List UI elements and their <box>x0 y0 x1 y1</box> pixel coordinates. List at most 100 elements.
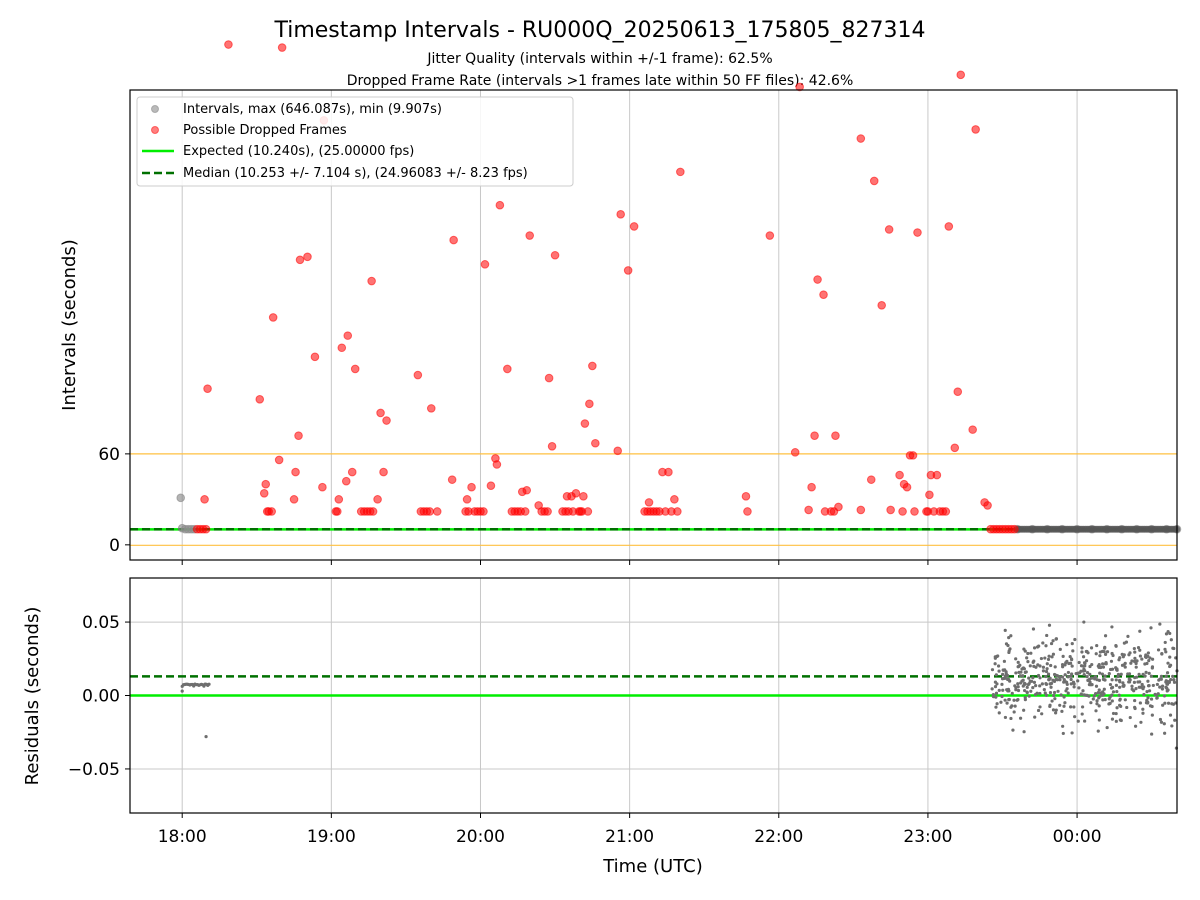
residual-point <box>994 691 999 695</box>
dropped-frame-point <box>869 176 879 186</box>
dropped-frame-point <box>956 70 966 80</box>
residual-point <box>1115 706 1119 710</box>
residual-point <box>1047 623 1052 627</box>
residual-point <box>1115 689 1119 694</box>
dropped-frame-point <box>447 475 457 484</box>
legend: Intervals, max (646.087s), min (9.907s) … <box>136 96 574 187</box>
residual-point <box>1147 671 1151 675</box>
residual-point <box>1003 628 1007 632</box>
chart-title: Timestamp Intervals - RU000Q_20250613_17… <box>273 18 925 43</box>
dropped-frame-point <box>479 507 488 516</box>
residual-point <box>1165 671 1170 675</box>
residual-point <box>1166 629 1170 634</box>
residual-point <box>1070 731 1074 735</box>
dropped-frame-point <box>544 373 554 383</box>
residual-point <box>1084 659 1089 663</box>
residual-point <box>1145 690 1149 694</box>
residual-point <box>1133 724 1138 728</box>
residual-point <box>1137 685 1141 689</box>
residual-point <box>1049 641 1054 646</box>
residual-point <box>1014 688 1018 692</box>
residual-point <box>1080 646 1084 650</box>
residual-point <box>1086 678 1090 682</box>
residual-point <box>1160 684 1165 688</box>
residual-point <box>1061 731 1065 736</box>
residual-point <box>1105 650 1110 654</box>
residual-point <box>1006 687 1011 691</box>
residual-point <box>1038 684 1042 688</box>
residual-point <box>1023 682 1027 686</box>
dropped-frame-point <box>583 507 593 516</box>
residual-point <box>1088 672 1092 676</box>
residual-point <box>1158 685 1162 689</box>
dropped-frame-point <box>579 492 588 501</box>
residual-point <box>1121 684 1125 688</box>
dropped-frame-point <box>856 505 866 515</box>
residual-point <box>1027 676 1031 680</box>
residual-point <box>1121 681 1125 685</box>
dropped-frame-point <box>367 276 376 286</box>
residual-point <box>1001 688 1005 692</box>
residual-point <box>1132 680 1137 684</box>
residual-point <box>1154 693 1158 697</box>
residual-point <box>1158 717 1163 722</box>
residual-point <box>1091 697 1095 701</box>
residual-point <box>1033 692 1038 697</box>
interval-point <box>176 493 186 503</box>
residual-point <box>1129 661 1133 665</box>
residual-point <box>1028 664 1032 668</box>
residual-point <box>1168 655 1172 659</box>
residual-point <box>1073 715 1077 719</box>
residual-point <box>1103 634 1108 638</box>
residual-point <box>1159 674 1164 678</box>
residual-point <box>1073 637 1077 642</box>
residual-point <box>1097 662 1101 667</box>
dropped-frame-point <box>432 507 442 516</box>
residuals-panel: 18:00 19:00 20:00 21:00 22:00 23:00 00:00 0.05 0… <box>22 577 1179 877</box>
residual-point <box>1007 636 1011 640</box>
residual-point <box>1136 646 1141 650</box>
residual-point <box>1098 671 1102 675</box>
dropped-frame-point <box>616 210 625 219</box>
residual-point <box>1077 686 1081 690</box>
residual-point <box>1071 649 1075 653</box>
residual-point <box>1026 651 1030 656</box>
intervals-ticks: 0 60 <box>98 445 1078 565</box>
residual-point <box>1065 642 1069 647</box>
residual-point <box>1009 716 1013 721</box>
dropped-frame-point <box>379 467 388 477</box>
residual-point <box>1126 634 1130 638</box>
chart-subtitle-dropped: Dropped Frame Rate (intervals >1 frames … <box>347 73 854 89</box>
residuals-xtick-label: 20:00 <box>456 827 505 847</box>
residual-point <box>1093 675 1098 679</box>
residual-point <box>1010 704 1014 708</box>
residual-point <box>1038 676 1042 680</box>
residual-point <box>1103 645 1107 649</box>
residual-point <box>1032 680 1037 684</box>
residual-point <box>1142 692 1146 697</box>
dropped-frame-point <box>895 470 904 480</box>
residual-point <box>1130 687 1134 691</box>
residual-point <box>995 654 999 659</box>
residual-point <box>1053 697 1057 701</box>
residual-point <box>1052 693 1056 698</box>
residual-point <box>1035 645 1040 649</box>
residual-point <box>1097 696 1101 700</box>
residual-point <box>1117 693 1121 697</box>
residual-point <box>1140 682 1144 687</box>
dropped-frame-point <box>834 502 843 512</box>
dropped-frame-point <box>908 451 918 460</box>
dropped-frame-point <box>941 507 951 516</box>
residual-point <box>1141 711 1145 715</box>
residual-point <box>1163 640 1167 645</box>
residual-point <box>1138 654 1142 658</box>
residual-point <box>997 669 1001 673</box>
residual-point <box>1009 634 1013 638</box>
residual-point <box>1090 683 1094 687</box>
dropped-frame-point <box>913 228 922 237</box>
residuals-ytick-label: 0.00 <box>82 687 120 707</box>
residual-point <box>1064 661 1068 665</box>
residual-point <box>1085 675 1089 679</box>
dropped-frame-point <box>810 431 819 440</box>
